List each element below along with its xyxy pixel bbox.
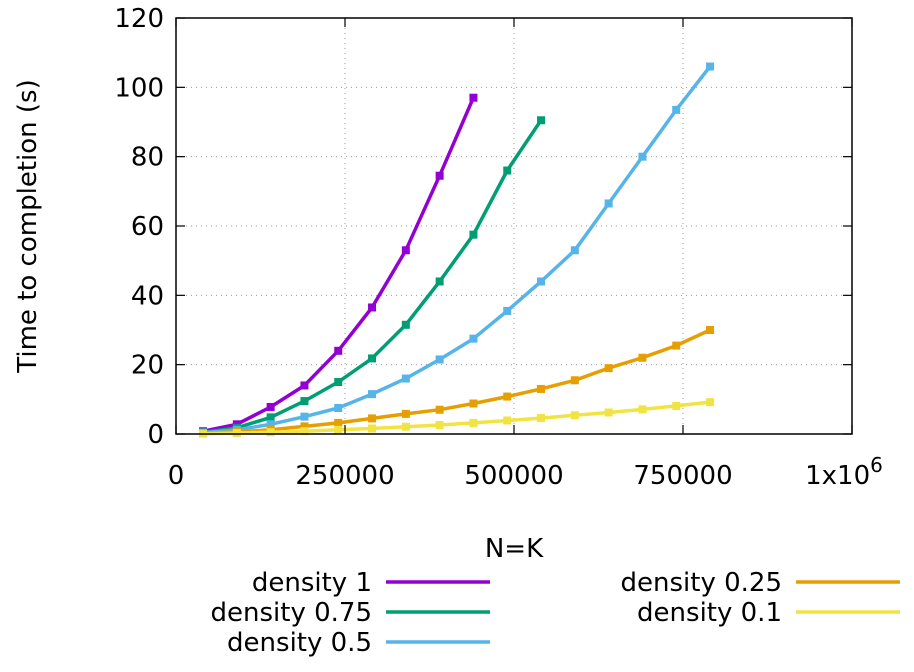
data-point xyxy=(706,326,715,334)
data-point xyxy=(604,199,613,208)
y-tick-label: 100 xyxy=(114,73,164,103)
y-tick-label: 40 xyxy=(131,281,164,311)
data-point xyxy=(300,422,309,431)
y-tick-label: 120 xyxy=(114,4,164,34)
legend-label: density 0.75 xyxy=(211,598,372,628)
data-point xyxy=(368,303,377,312)
series-line xyxy=(202,400,711,436)
data-point xyxy=(401,374,410,383)
data-point xyxy=(537,277,546,286)
data-point xyxy=(435,420,444,429)
x-axis-title: N=K xyxy=(485,534,544,564)
series-line xyxy=(202,328,711,436)
data-point xyxy=(435,171,444,180)
data-point xyxy=(435,277,444,286)
x-tick-label: 500000 xyxy=(464,461,563,491)
data-point xyxy=(570,411,579,420)
data-point xyxy=(334,404,343,412)
data-point xyxy=(401,320,410,329)
data-point xyxy=(604,364,613,373)
data-point xyxy=(570,246,579,255)
legend-entry: density 1 xyxy=(252,568,490,598)
data-point xyxy=(706,62,715,71)
data-point xyxy=(435,405,444,414)
x-tick-label: 1x106 xyxy=(805,453,883,491)
data-point xyxy=(638,405,647,414)
data-point xyxy=(266,413,275,422)
legend-entry: density 0.75 xyxy=(211,598,490,628)
tick-labels: 0 20 40 60 80 100 120 0 250000 500000 750000 1x106 xyxy=(114,4,883,491)
data-point xyxy=(334,418,343,427)
data-point xyxy=(503,166,512,175)
plot-frame xyxy=(175,17,853,435)
data-point xyxy=(706,398,715,407)
data-point xyxy=(401,409,410,418)
series-4 xyxy=(199,398,715,438)
x-tick-label: 0 xyxy=(168,461,185,491)
data-point xyxy=(469,93,478,102)
data-point xyxy=(570,376,579,385)
data-point xyxy=(300,397,309,406)
data-point xyxy=(604,408,613,417)
data-point xyxy=(503,306,512,315)
x-tick-label: 750000 xyxy=(633,461,732,491)
data-point xyxy=(435,355,444,364)
data-point xyxy=(537,116,546,125)
legend-entry: density 0.5 xyxy=(227,628,490,658)
data-point xyxy=(638,353,647,362)
data-point xyxy=(368,390,377,399)
data-point xyxy=(266,402,275,411)
y-axis-title: Time to completion (s) xyxy=(13,79,43,373)
data-point xyxy=(334,378,343,386)
data-point xyxy=(503,416,512,425)
data-point xyxy=(266,420,275,429)
data-point xyxy=(672,401,681,410)
data-point xyxy=(401,246,410,255)
series-line xyxy=(202,119,543,435)
data-point xyxy=(334,425,343,434)
legend-label: density 1 xyxy=(252,568,372,598)
series-3 xyxy=(199,326,715,438)
legend-label: density 0.25 xyxy=(621,568,782,598)
data-point xyxy=(334,346,343,355)
y-tick-label: 60 xyxy=(131,212,164,242)
data-point xyxy=(503,392,512,401)
data-point xyxy=(469,230,478,239)
series-1 xyxy=(199,116,546,437)
y-tick-label: 80 xyxy=(131,143,164,173)
data-point xyxy=(368,354,377,363)
data-point xyxy=(469,399,478,408)
legend-entry: density 0.1 xyxy=(637,598,900,628)
axis-ticks xyxy=(175,17,853,435)
x-tick-exponent: 6 xyxy=(870,453,883,477)
grid xyxy=(176,18,852,434)
data-point xyxy=(672,341,681,350)
series-2 xyxy=(199,62,715,437)
data-point xyxy=(469,334,478,343)
data-point xyxy=(537,414,546,423)
y-tick-label: 20 xyxy=(131,351,164,381)
data-point xyxy=(638,152,647,161)
data-point xyxy=(368,424,377,433)
y-tick-label: 0 xyxy=(147,420,164,450)
data-point xyxy=(672,105,681,114)
data-point xyxy=(300,427,309,436)
data-point xyxy=(537,384,546,393)
data-point xyxy=(300,412,309,421)
data-point xyxy=(266,428,275,437)
data-point xyxy=(401,422,410,431)
legend-label: density 0.1 xyxy=(637,598,782,628)
plot-series xyxy=(199,62,715,438)
x-tick-label: 250000 xyxy=(295,461,394,491)
data-point xyxy=(368,414,377,423)
data-point xyxy=(300,381,309,390)
series-line xyxy=(202,65,712,435)
data-point xyxy=(469,418,478,427)
legend-entry: density 0.25 xyxy=(621,568,900,598)
legend-label: density 0.5 xyxy=(227,628,372,658)
data-point xyxy=(232,428,241,437)
